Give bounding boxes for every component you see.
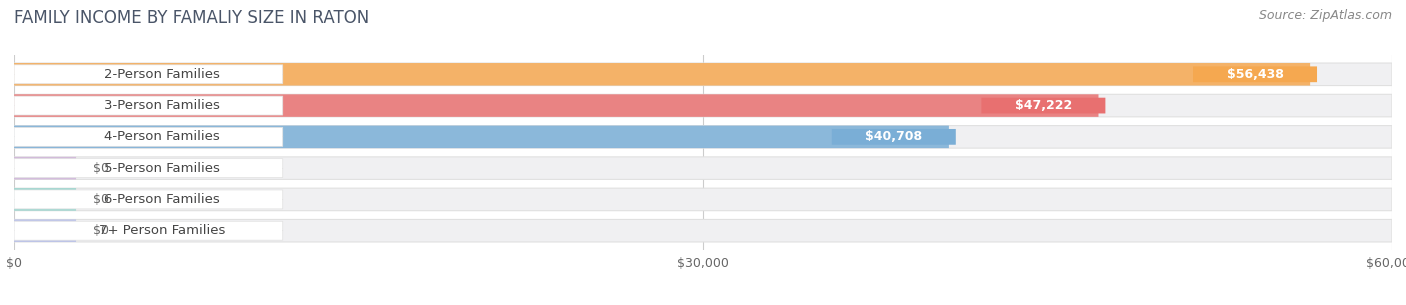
FancyBboxPatch shape [14, 94, 1098, 117]
FancyBboxPatch shape [14, 157, 76, 179]
FancyBboxPatch shape [14, 190, 283, 209]
FancyBboxPatch shape [14, 221, 283, 240]
Text: 2-Person Families: 2-Person Families [104, 68, 219, 81]
Text: 3-Person Families: 3-Person Families [104, 99, 219, 112]
Text: FAMILY INCOME BY FAMALIY SIZE IN RATON: FAMILY INCOME BY FAMALIY SIZE IN RATON [14, 9, 370, 27]
Text: 5-Person Families: 5-Person Families [104, 162, 219, 175]
FancyBboxPatch shape [1194, 66, 1317, 82]
FancyBboxPatch shape [14, 188, 1392, 211]
FancyBboxPatch shape [14, 65, 283, 84]
FancyBboxPatch shape [14, 126, 1392, 148]
FancyBboxPatch shape [14, 157, 1392, 179]
FancyBboxPatch shape [14, 63, 1392, 86]
FancyBboxPatch shape [14, 94, 1392, 117]
Text: $0: $0 [93, 193, 108, 206]
Text: 6-Person Families: 6-Person Families [104, 193, 219, 206]
Text: $0: $0 [93, 162, 108, 175]
FancyBboxPatch shape [14, 63, 1310, 86]
FancyBboxPatch shape [14, 219, 76, 242]
Text: 4-Person Families: 4-Person Families [104, 130, 219, 143]
FancyBboxPatch shape [832, 129, 956, 145]
FancyBboxPatch shape [14, 127, 283, 146]
FancyBboxPatch shape [14, 159, 283, 178]
Text: $47,222: $47,222 [1015, 99, 1071, 112]
Text: Source: ZipAtlas.com: Source: ZipAtlas.com [1258, 9, 1392, 22]
FancyBboxPatch shape [981, 98, 1105, 113]
FancyBboxPatch shape [14, 188, 76, 211]
Text: $40,708: $40,708 [865, 130, 922, 143]
FancyBboxPatch shape [14, 219, 1392, 242]
FancyBboxPatch shape [14, 126, 949, 148]
FancyBboxPatch shape [14, 96, 283, 115]
Text: $0: $0 [93, 224, 108, 237]
Text: 7+ Person Families: 7+ Person Families [98, 224, 225, 237]
Text: $56,438: $56,438 [1226, 68, 1284, 81]
